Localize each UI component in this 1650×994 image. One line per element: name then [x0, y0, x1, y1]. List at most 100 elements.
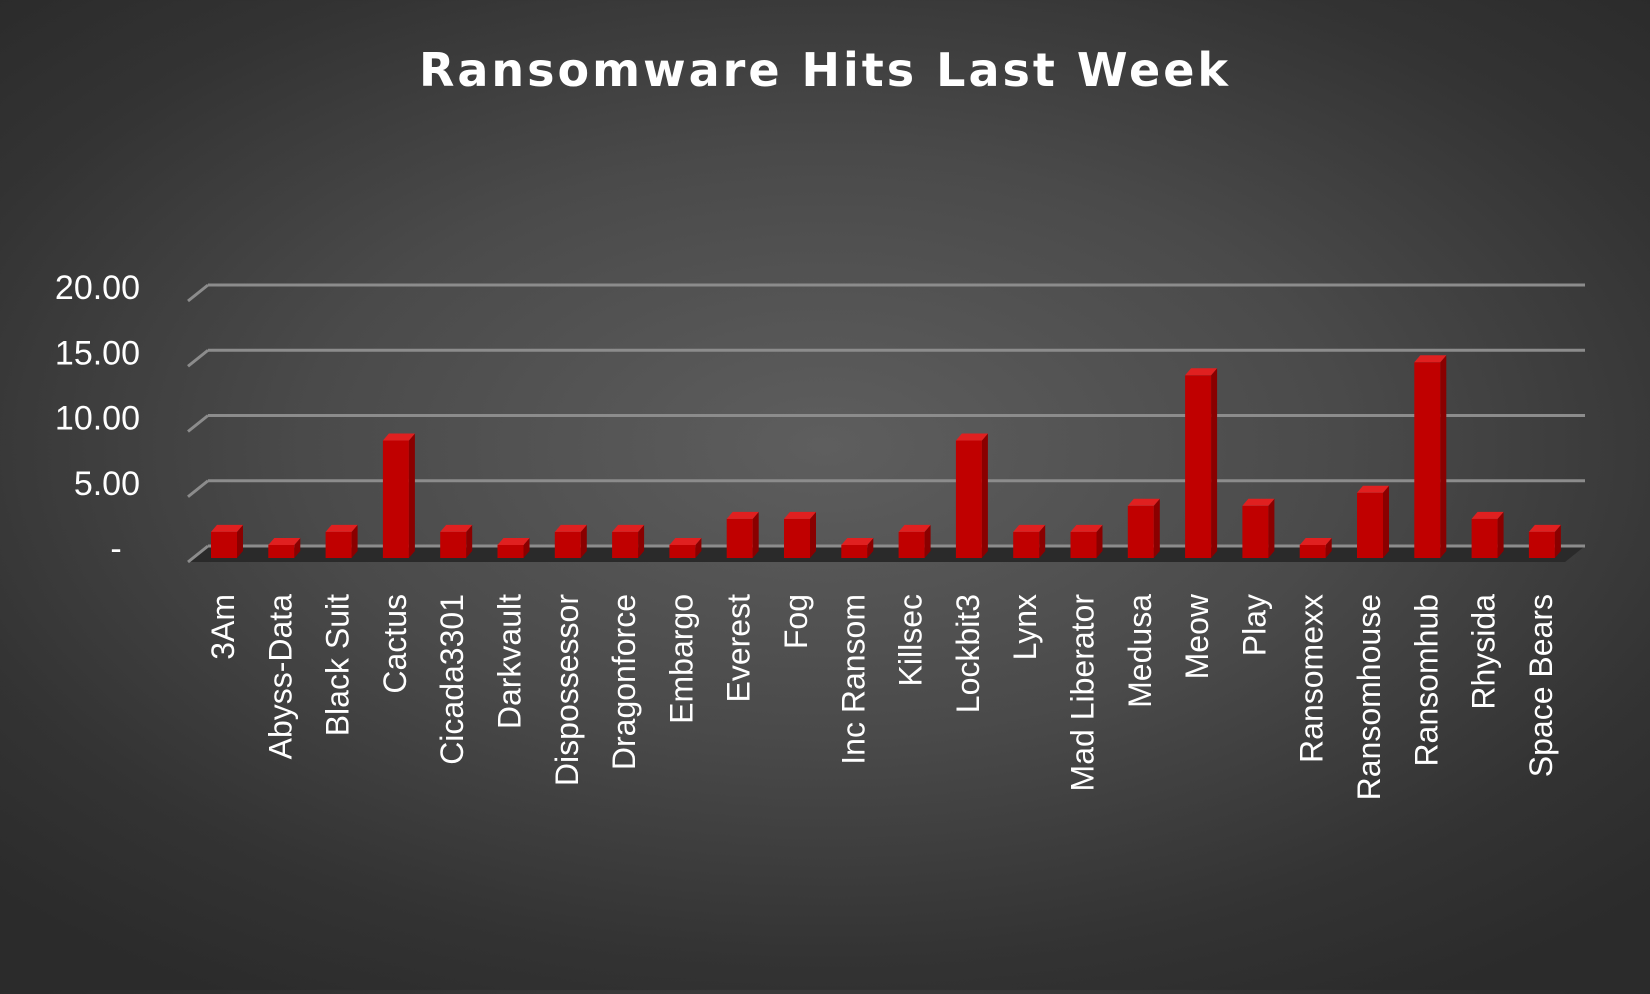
bar-top [1242, 498, 1275, 506]
bar-front [612, 531, 639, 558]
x-tick-label: Darkvault [492, 594, 528, 729]
bar-side [981, 433, 988, 558]
bar-front [325, 531, 352, 558]
bar-top [1127, 498, 1160, 506]
bar-side [1039, 524, 1046, 558]
bar [268, 537, 301, 558]
bar [1414, 355, 1447, 558]
bar [1070, 524, 1103, 558]
bar [1528, 524, 1561, 558]
floor-plane [188, 546, 1585, 562]
bar [669, 537, 702, 558]
bar-front [1127, 505, 1154, 558]
y-tick-label: 20.00 [55, 269, 140, 307]
bar-side [924, 524, 931, 558]
bar-front [268, 544, 295, 558]
bar-side [1153, 498, 1160, 558]
bar-top [554, 524, 587, 532]
bar-top [497, 537, 530, 545]
x-tick-label: Embargo [663, 594, 699, 724]
bar-front [554, 531, 581, 558]
bar-front [211, 531, 237, 558]
bar [726, 511, 759, 558]
y-tick-label: 5.00 [74, 465, 140, 503]
bar [612, 524, 645, 558]
bar-front [497, 544, 524, 558]
bar [1185, 368, 1218, 558]
gridline-depth [187, 283, 209, 303]
bar-front [955, 440, 982, 558]
bar-front [784, 518, 810, 558]
bar [382, 433, 415, 558]
bar-side [752, 511, 759, 558]
gridline-depth [187, 479, 209, 498]
bar-top [1528, 524, 1561, 532]
y-axis-ticks: - 5.00 10.00 15.00 20.00 [55, 269, 140, 568]
bar [211, 524, 243, 558]
bar-front [1242, 505, 1269, 558]
bar-front [382, 440, 409, 558]
gridlines [187, 283, 1585, 564]
x-axis-ticks: 3Am Abyss-Data Black Suit Cactus Cicada3301 D… [205, 593, 1559, 800]
x-tick-label: Black Suit [320, 594, 356, 736]
x-tick-label: Cactus [377, 594, 413, 694]
bar-front [1357, 492, 1383, 558]
x-tick-label: Mad Liberator [1065, 594, 1101, 792]
bar-front [669, 544, 696, 558]
bar [1471, 511, 1504, 558]
bar-side [1096, 524, 1103, 558]
bar-side [1383, 485, 1389, 558]
gridline-depth [187, 349, 209, 368]
x-tick-label: Ransomhub [1408, 594, 1444, 767]
bar-top [841, 537, 874, 545]
bar-side [638, 524, 645, 558]
bar [440, 524, 473, 558]
bar-top [1299, 537, 1332, 545]
bar [1242, 498, 1275, 558]
bar-top [211, 524, 243, 532]
bar-side [867, 537, 874, 558]
bar [841, 537, 874, 558]
bar-side [466, 524, 473, 558]
gridline-depth [187, 544, 209, 564]
bar-side [1325, 537, 1332, 558]
bar [325, 524, 358, 558]
bar-top [1185, 368, 1218, 376]
bar-top [382, 433, 415, 441]
bar-front [1528, 531, 1555, 558]
y-tick-label: 15.00 [55, 334, 140, 372]
x-tick-label: Everest [721, 594, 757, 703]
bar [898, 524, 931, 558]
x-tick-label: Meow [1179, 593, 1215, 679]
bar-side [580, 524, 587, 558]
bar-side [695, 537, 702, 558]
gridline-depth [187, 414, 209, 433]
x-tick-label: Abyss-Data [262, 594, 298, 760]
bar-side [351, 524, 358, 558]
x-tick-label: Dispossessor [549, 594, 585, 786]
bar-top [1414, 355, 1447, 363]
bar-top [325, 524, 358, 532]
x-tick-label: Inc Ransom [835, 594, 871, 765]
x-tick-label: 3Am [205, 594, 241, 660]
bar-top [1070, 524, 1103, 532]
bar [554, 524, 587, 558]
bar-side [523, 537, 530, 558]
bar-top [784, 511, 816, 519]
bar [1013, 524, 1046, 558]
y-tick-label: - [110, 530, 121, 568]
bar-top [1471, 511, 1504, 519]
y-tick-label: 10.00 [55, 400, 140, 438]
bar [497, 537, 530, 558]
x-tick-label: Dragonforce [606, 594, 642, 770]
bar-front [1299, 544, 1326, 558]
x-tick-label: Play [1236, 594, 1272, 656]
x-tick-label: Space Bears [1523, 594, 1559, 777]
x-tick-label: Medusa [1122, 594, 1158, 708]
x-tick-label: Ransomhouse [1351, 594, 1387, 800]
x-tick-label: Lynx [1007, 594, 1043, 660]
bar-front [726, 518, 753, 558]
chart-title: Ransomware Hits Last Week [419, 43, 1231, 97]
